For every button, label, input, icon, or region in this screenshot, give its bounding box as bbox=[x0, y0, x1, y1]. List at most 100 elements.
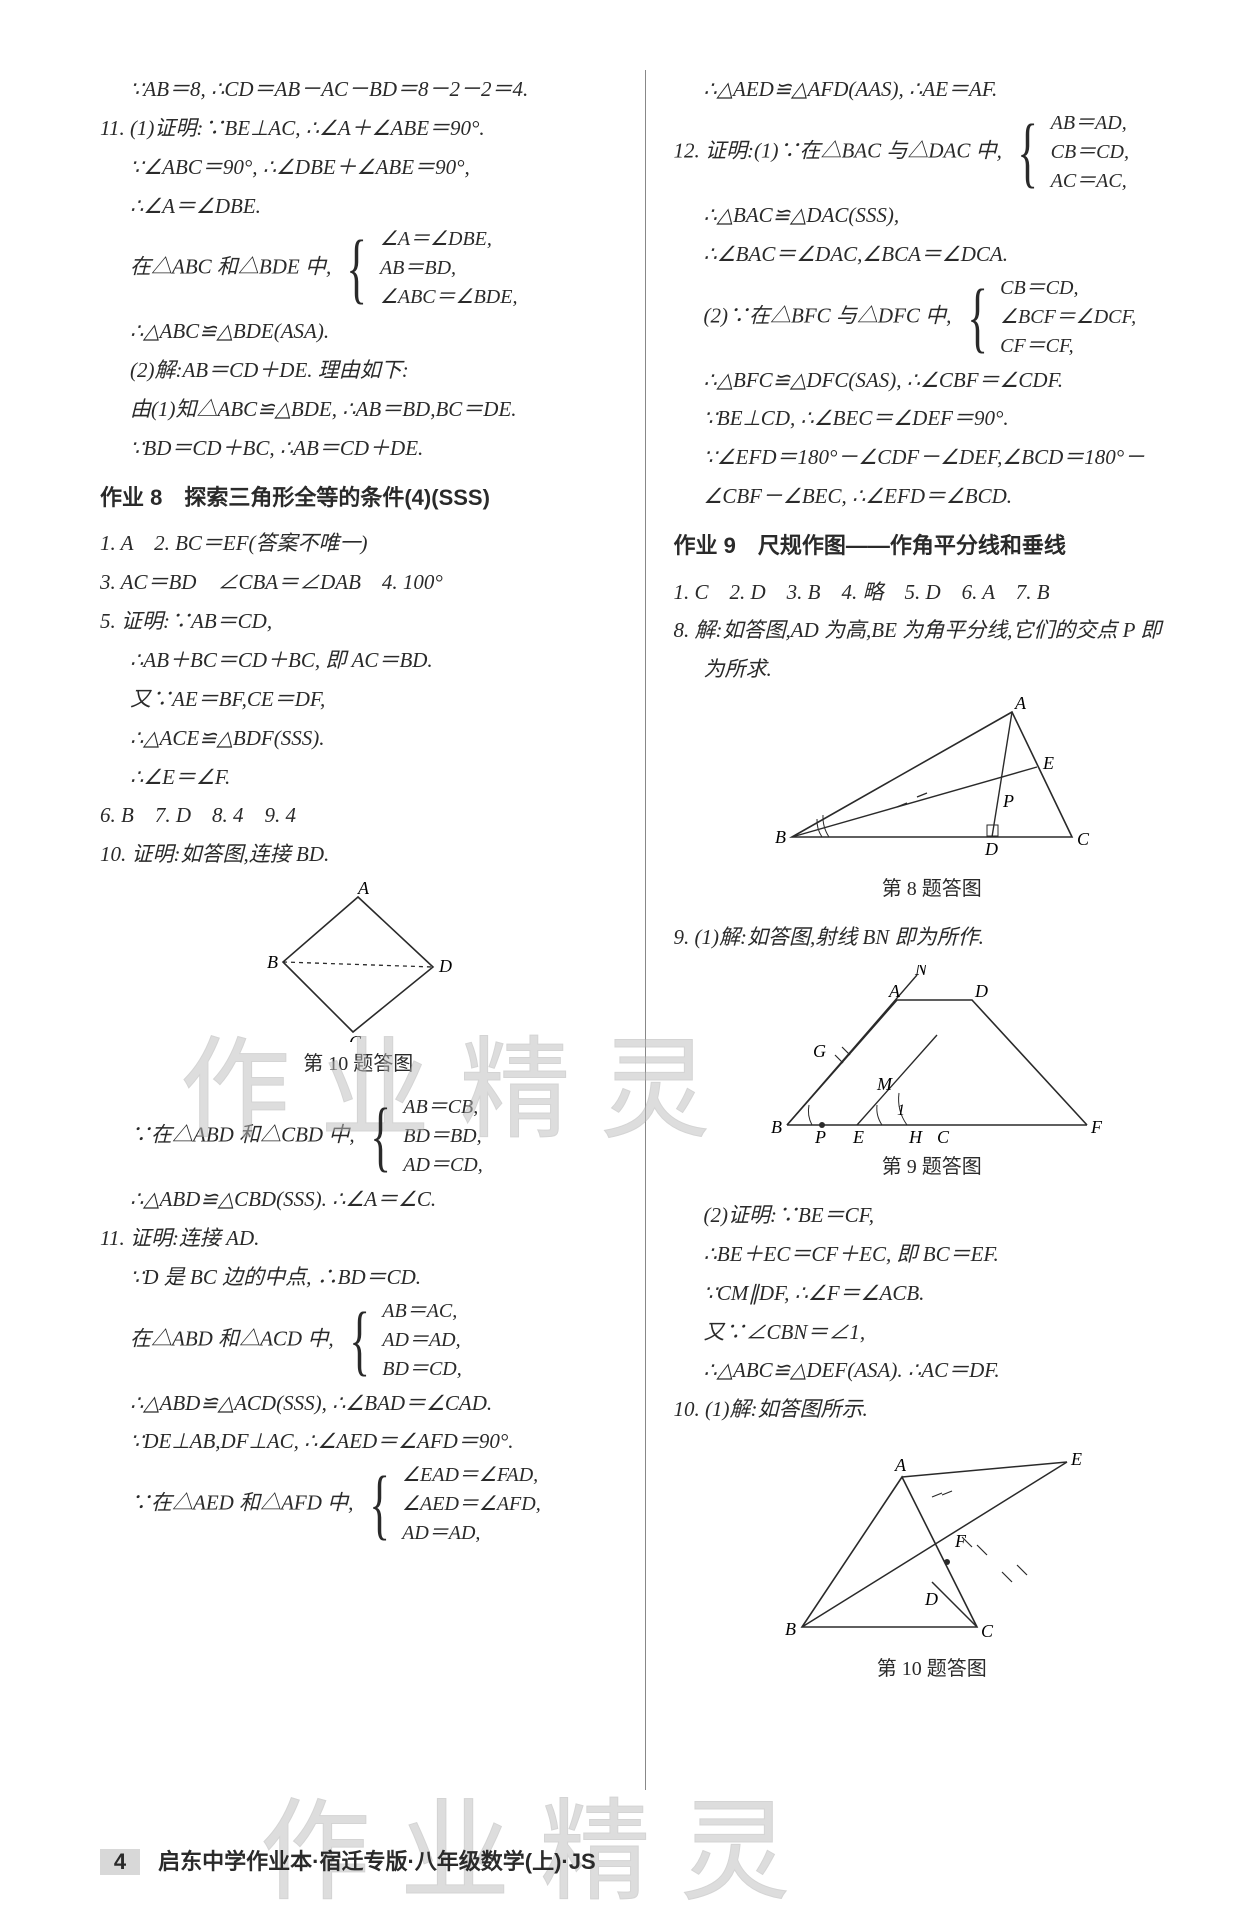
text-line: ∵∠ABC＝90°, ∴∠DBE＋∠ABE＝90°, bbox=[100, 148, 617, 187]
svg-text:F: F bbox=[954, 1531, 967, 1551]
svg-text:E: E bbox=[852, 1127, 864, 1145]
section-title-8: 作业 8 探索三角形全等的条件(4)(SSS) bbox=[100, 478, 617, 519]
svg-text:B: B bbox=[775, 827, 786, 847]
text-line: 在△ABD 和△ACD 中, { AB＝AC, AD＝AD, BD＝CD, bbox=[100, 1297, 617, 1384]
left-brace-icon: { bbox=[369, 1474, 390, 1535]
figure-caption: 第 8 题答图 bbox=[674, 871, 1191, 908]
text-line: 8. 解:如答图,AD 为高,BE 为角平分线,它们的交点 P 即 bbox=[674, 611, 1191, 650]
left-column: ∵AB＝8, ∴CD＝AB－AC－BD＝8－2－2＝4. 11. (1)证明:∵… bbox=[100, 70, 645, 1790]
svg-text:B: B bbox=[771, 1117, 782, 1137]
footer-text: 启东中学作业本·宿迁专版·八年级数学(上)·JS bbox=[158, 1849, 596, 1874]
svg-text:B: B bbox=[785, 1619, 796, 1639]
text-line: 3. AC＝BD ∠CBA＝∠DAB 4. 100° bbox=[100, 563, 617, 602]
left-brace-icon: { bbox=[347, 238, 368, 299]
brace-item: AB＝AD, bbox=[1051, 109, 1129, 138]
svg-text:A: A bbox=[888, 981, 901, 1001]
brace-item: BD＝CD, bbox=[382, 1355, 461, 1384]
text-line: ∴△BFC≌△DFC(SAS), ∴∠CBF＝∠CDF. bbox=[674, 361, 1191, 400]
svg-text:1: 1 bbox=[897, 1102, 905, 1119]
svg-text:C: C bbox=[981, 1621, 994, 1641]
text-line: ∠CBF－∠BEC, ∴∠EFD＝∠BCD. bbox=[674, 477, 1191, 516]
svg-text:P: P bbox=[1002, 791, 1014, 811]
left-brace-icon: { bbox=[370, 1106, 391, 1167]
brace-item: AB＝CB, bbox=[403, 1093, 482, 1122]
svg-text:C: C bbox=[349, 1032, 362, 1042]
text-line: ∵在△AED 和△AFD 中, { ∠EAD＝∠FAD, ∠AED＝∠AFD, … bbox=[100, 1461, 617, 1548]
text-line: ∴∠E＝∠F. bbox=[100, 758, 617, 797]
svg-text:C: C bbox=[1077, 829, 1090, 849]
text-line: ∴△ABD≌△CBD(SSS). ∴∠A＝∠C. bbox=[100, 1180, 617, 1219]
brace-prefix: 在△ABC 和△BDE 中, bbox=[130, 255, 331, 279]
brace-prefix: 在△ABD 和△ACD 中, bbox=[130, 1326, 334, 1350]
text-line: 又∵AE＝BF,CE＝DF, bbox=[100, 680, 617, 719]
text-line: 10. (1)解:如答图所示. bbox=[674, 1390, 1191, 1429]
text-line: (2)证明:∵BE＝CF, bbox=[674, 1196, 1191, 1235]
text-line: ∴△ABC≌△DEF(ASA). ∴AC＝DF. bbox=[674, 1351, 1191, 1390]
brace-group: { AB＝AD, CB＝CD, AC＝AC, bbox=[1009, 109, 1129, 196]
text-line: ∵在△ABD 和△CBD 中, { AB＝CB, BD＝BD, AD＝CD, bbox=[100, 1093, 617, 1180]
brace-item: ∠AED＝∠AFD, bbox=[402, 1490, 541, 1519]
svg-text:F: F bbox=[1090, 1117, 1103, 1137]
left-brace-icon: { bbox=[967, 287, 988, 348]
svg-text:D: D bbox=[924, 1589, 938, 1609]
svg-text:D: D bbox=[438, 956, 452, 976]
svg-text:A: A bbox=[1014, 697, 1027, 713]
brace-item: AD＝CD, bbox=[403, 1151, 482, 1180]
text-line: ∴∠BAC＝∠DAC,∠BCA＝∠DCA. bbox=[674, 235, 1191, 274]
brace-group: { AB＝AC, AD＝AD, BD＝CD, bbox=[341, 1297, 462, 1384]
text-line: 由(1)知△ABC≌△BDE, ∴AB＝BD,BC＝DE. bbox=[100, 390, 617, 429]
brace-item: AD＝AD, bbox=[382, 1326, 461, 1355]
svg-text:P: P bbox=[814, 1127, 826, 1145]
brace-group: { CB＝CD, ∠BCF＝∠DCF, CF＝CF, bbox=[959, 274, 1137, 361]
brace-prefix: 12. 证明:(1)∵在△BAC 与△DAC 中, bbox=[674, 138, 1002, 162]
text-line: 10. 证明:如答图,连接 BD. bbox=[100, 835, 617, 874]
svg-text:E: E bbox=[1042, 753, 1054, 773]
brace-item: ∠A＝∠DBE, bbox=[380, 225, 518, 254]
text-line: ∵BD＝CD＋BC, ∴AB＝CD＋DE. bbox=[100, 429, 617, 468]
brace-item: AB＝AC, bbox=[382, 1297, 461, 1326]
text-line: ∴△ABD≌△ACD(SSS), ∴∠BAD＝∠CAD. bbox=[100, 1384, 617, 1423]
brace-item: CF＝CF, bbox=[1000, 332, 1136, 361]
text-line: 又∵∠CBN＝∠1, bbox=[674, 1313, 1191, 1352]
svg-text:M: M bbox=[876, 1074, 893, 1094]
brace-group: { AB＝CB, BD＝BD, AD＝CD, bbox=[362, 1093, 483, 1180]
brace-item: ∠EAD＝∠FAD, bbox=[402, 1461, 541, 1490]
figure-q10-right: A E F D B C bbox=[674, 1437, 1191, 1647]
brace-item: CB＝CD, bbox=[1051, 138, 1129, 167]
text-line: ∵CM∥DF, ∴∠F＝∠ACB. bbox=[674, 1274, 1191, 1313]
brace-group: { ∠EAD＝∠FAD, ∠AED＝∠AFD, AD＝AD, bbox=[361, 1461, 541, 1548]
svg-text:C: C bbox=[937, 1127, 950, 1145]
text-line: 6. B 7. D 8. 4 9. 4 bbox=[100, 796, 617, 835]
page-footer: 4 启东中学作业本·宿迁专版·八年级数学(上)·JS bbox=[100, 1844, 1190, 1876]
text-line: ∵AB＝8, ∴CD＝AB－AC－BD＝8－2－2＝4. bbox=[100, 70, 617, 109]
left-brace-icon: { bbox=[1018, 122, 1039, 183]
figure-caption: 第 10 题答图 bbox=[674, 1651, 1191, 1688]
text-line: ∴△ABC≌△BDE(ASA). bbox=[100, 312, 617, 351]
svg-text:E: E bbox=[1070, 1449, 1082, 1469]
brace-item: AD＝AD, bbox=[402, 1519, 541, 1548]
text-line: 9. (1)解:如答图,射线 BN 即为所作. bbox=[674, 918, 1191, 957]
text-line: ∵∠EFD＝180°－∠CDF－∠DEF,∠BCD＝180°－ bbox=[674, 438, 1191, 477]
text-line: 5. 证明:∵AB＝CD, bbox=[100, 602, 617, 641]
text-line: ∵DE⊥AB,DF⊥AC, ∴∠AED＝∠AFD＝90°. bbox=[100, 1422, 617, 1461]
text-line: 12. 证明:(1)∵在△BAC 与△DAC 中, { AB＝AD, CB＝CD… bbox=[674, 109, 1191, 196]
brace-item: AB＝BD, bbox=[380, 254, 518, 283]
page-number: 4 bbox=[100, 1849, 140, 1875]
svg-text:H: H bbox=[908, 1127, 923, 1145]
text-line: ∴AB＋BC＝CD＋BC, 即 AC＝BD. bbox=[100, 641, 617, 680]
brace-item: BD＝BD, bbox=[403, 1122, 482, 1151]
text-line: (2)∵在△BFC 与△DFC 中, { CB＝CD, ∠BCF＝∠DCF, C… bbox=[674, 274, 1191, 361]
text-line: 为所求. bbox=[674, 650, 1191, 689]
svg-text:G: G bbox=[813, 1041, 826, 1061]
brace-item: ∠BCF＝∠DCF, bbox=[1000, 303, 1136, 332]
text-line: 在△ABC 和△BDE 中, { ∠A＝∠DBE, AB＝BD, ∠ABC＝∠B… bbox=[100, 225, 617, 312]
text-line: 1. C 2. D 3. B 4. 略 5. D 6. A 7. B bbox=[674, 573, 1191, 612]
left-brace-icon: { bbox=[349, 1310, 370, 1371]
text-line: 11. 证明:连接 AD. bbox=[100, 1219, 617, 1258]
brace-item: AC＝AC, bbox=[1051, 167, 1129, 196]
brace-prefix: (2)∵在△BFC 与△DFC 中, bbox=[704, 303, 952, 327]
right-column: ∴△AED≌△AFD(AAS), ∴AE＝AF. 12. 证明:(1)∵在△BA… bbox=[645, 70, 1191, 1790]
text-line: ∴△AED≌△AFD(AAS), ∴AE＝AF. bbox=[674, 70, 1191, 109]
text-line: ∴BE＋EC＝CF＋EC, 即 BC＝EF. bbox=[674, 1235, 1191, 1274]
figure-q8-right: A B C D E P bbox=[674, 697, 1191, 867]
